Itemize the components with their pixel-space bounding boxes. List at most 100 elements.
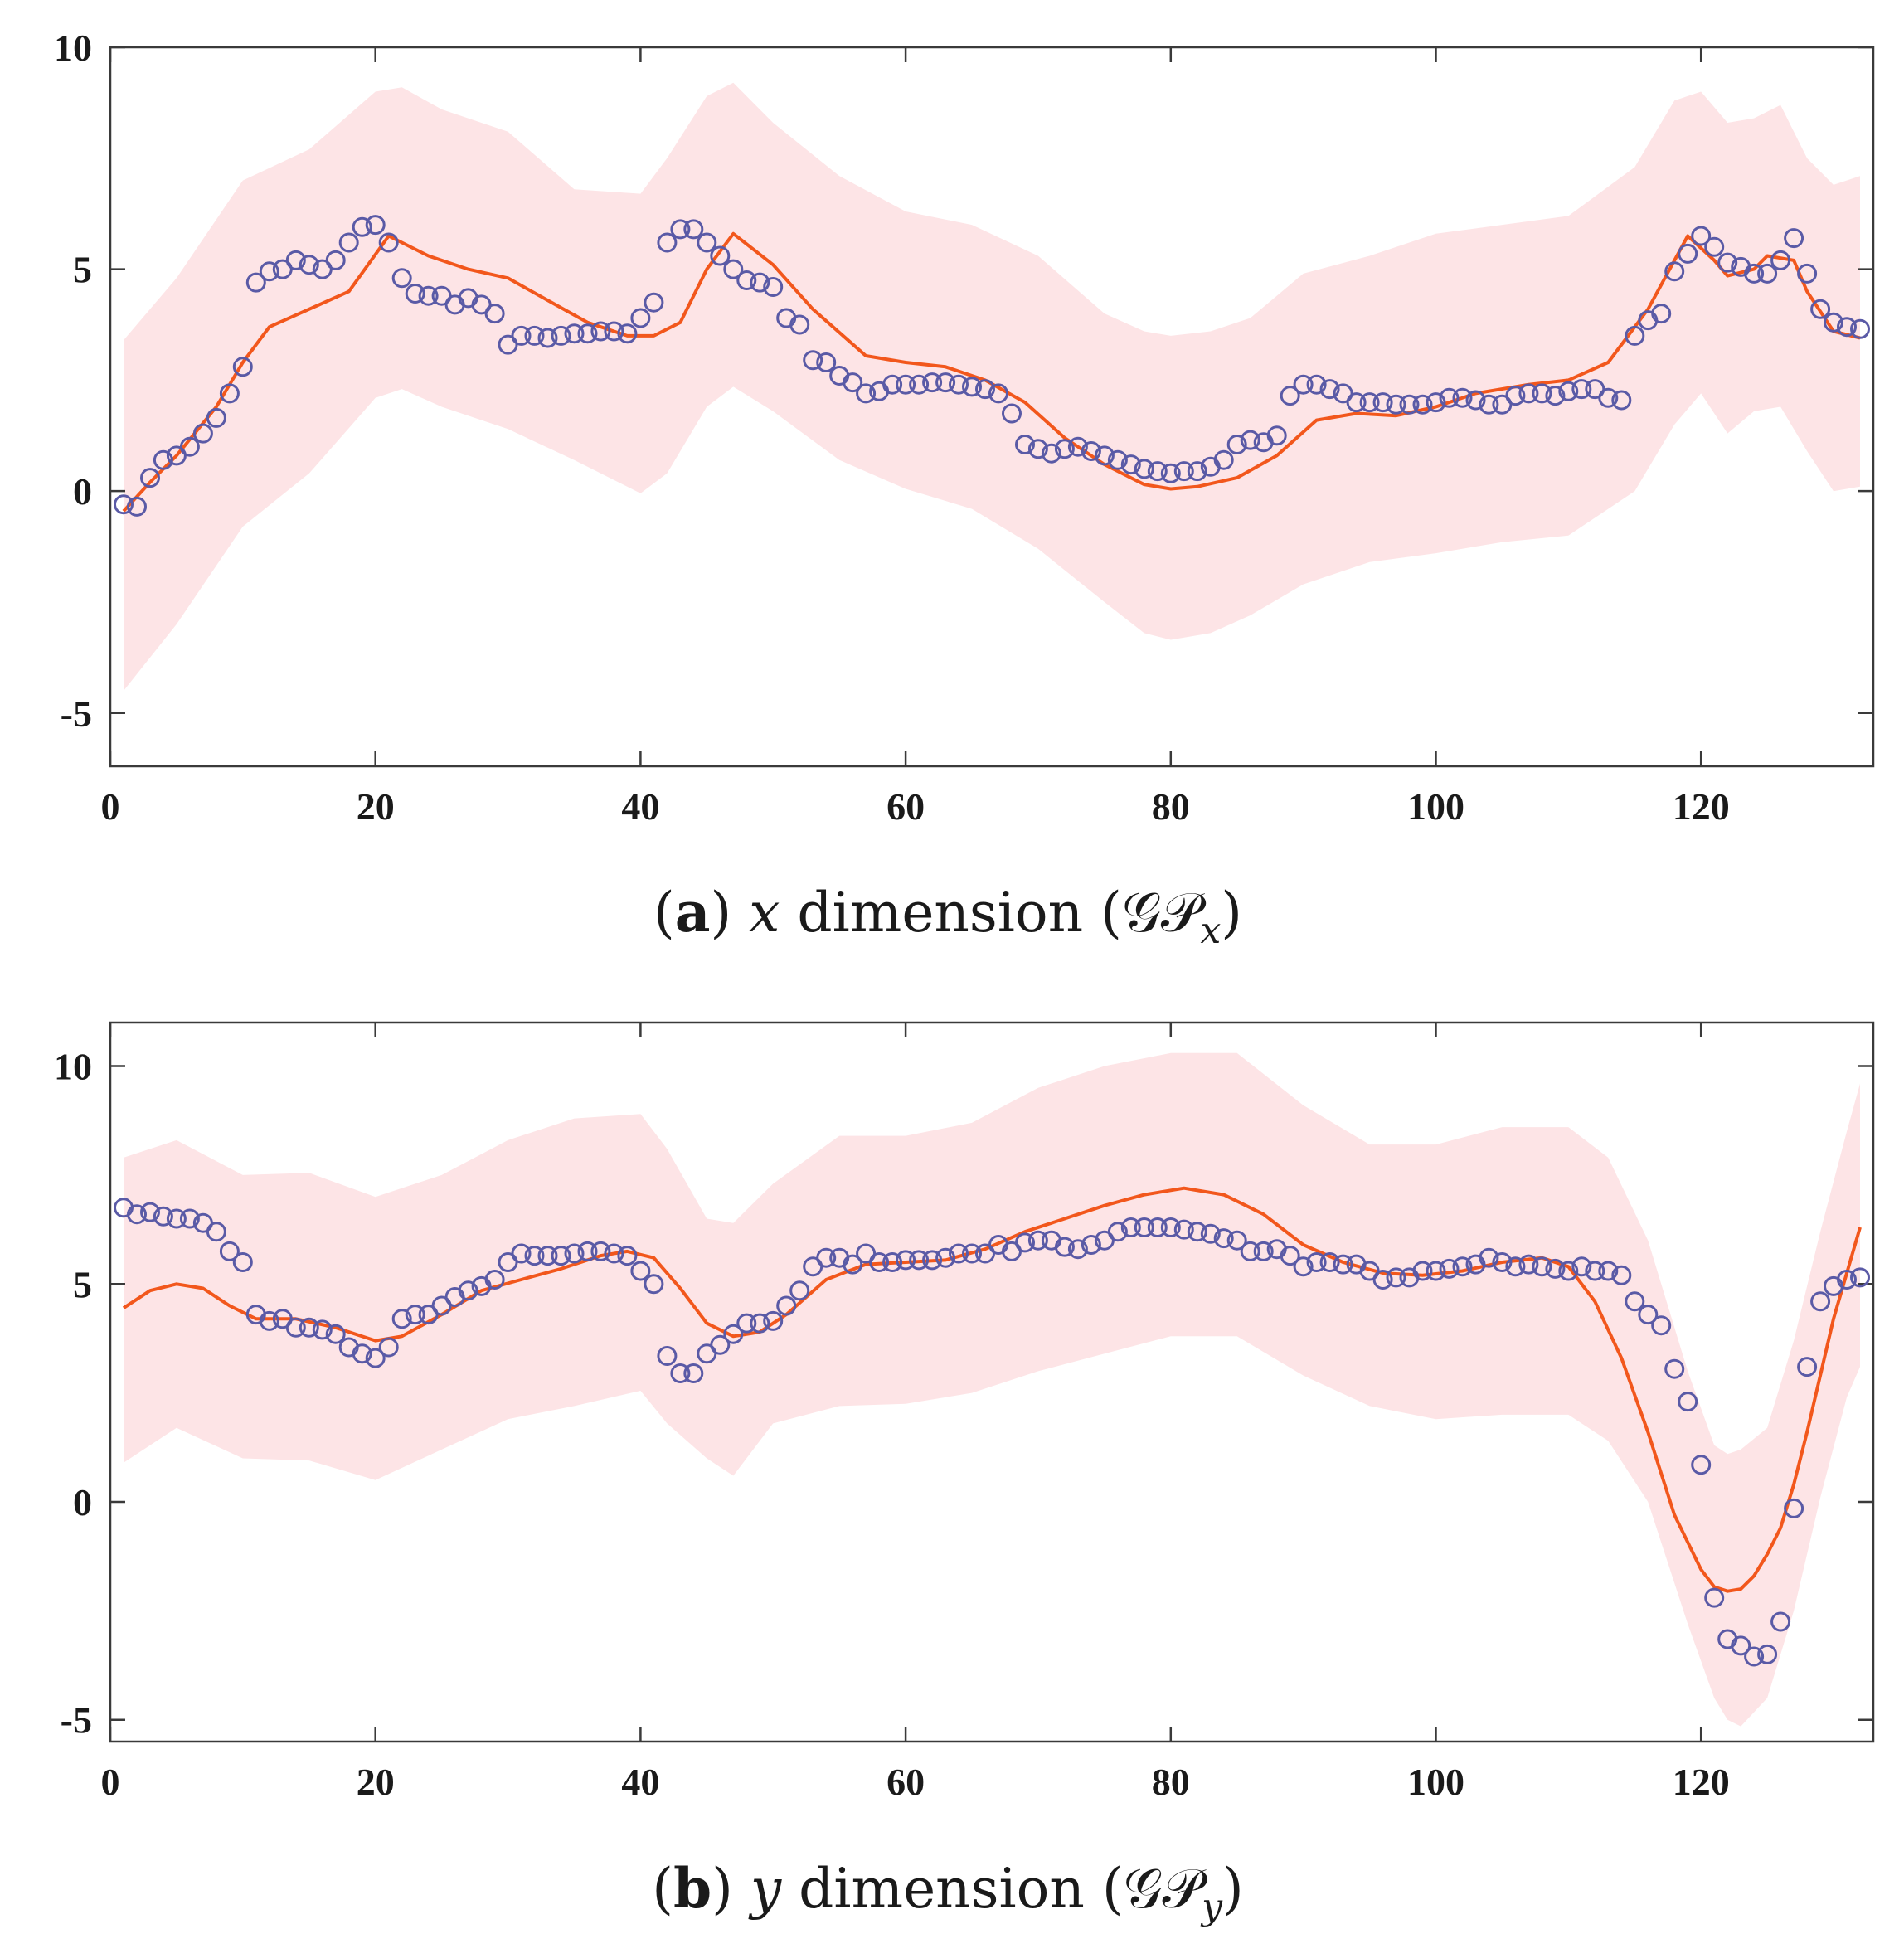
observation-point [1240,430,1260,450]
observation-point [219,383,240,404]
observation-point [299,255,319,275]
observation-point [750,1313,770,1334]
observation-point [166,1208,187,1229]
observation-point [405,1305,425,1325]
observation-point [484,304,505,324]
x-tick-label: 100 [1407,1761,1464,1803]
observation-point [1492,394,1513,415]
observation-point [949,1243,969,1264]
observation-point [564,323,585,344]
observation-point [365,215,386,236]
observation-point [511,1243,532,1264]
observation-point [1744,1646,1765,1667]
observation-point [179,436,200,457]
observation-point [1691,226,1712,246]
observation-point [1784,1498,1804,1518]
observation-point [1717,252,1738,273]
observation-point [723,259,744,279]
observation-point [856,383,877,404]
gp-mean-line [122,231,1861,513]
y-tick-label: 0 [73,1481,92,1523]
observation-point [153,1206,173,1227]
observation-point [551,325,571,346]
observation-point [1704,1587,1725,1608]
observation-point [391,268,412,289]
observation-point [1744,263,1765,284]
observation-point [935,372,956,393]
observation-point [325,250,346,270]
caption-variable: x [749,881,780,945]
observation-point [763,277,784,297]
observation-point [232,1252,253,1272]
confidence-band-layer [124,1052,1860,1727]
observation-point [922,372,943,393]
y-tick-label: 0 [73,470,92,513]
observation-point [670,1363,691,1383]
observation-point [1266,425,1287,446]
observation-point [537,328,558,348]
observation-point [1505,386,1526,406]
observation-point [192,423,213,444]
observation-point [816,352,837,372]
observation-point [206,407,226,428]
observation-point [1585,1261,1605,1281]
x-tick-label: 120 [1673,1761,1730,1803]
observation-point [590,1241,611,1261]
observation-point [1094,445,1115,466]
observation-point [1134,1217,1154,1237]
observation-point [1041,443,1061,464]
observation-point [1134,459,1154,479]
observation-point [1797,263,1818,284]
observation-point [1412,394,1433,415]
axes-frame [109,1021,1875,1743]
observation-point [644,292,664,313]
observation-point [789,1280,810,1301]
observation-point [1757,1644,1778,1664]
observation-point [1664,1358,1685,1379]
observation-point [524,1246,545,1266]
observation-point [1107,449,1128,470]
observation-point [1678,243,1698,264]
observation-point [285,250,306,270]
observation-point [285,1317,306,1338]
observation-point [1240,1241,1260,1261]
observation-point [1306,374,1327,395]
observation-point [882,374,903,395]
observation-point [1187,1222,1207,1242]
observation-point [1027,1230,1048,1251]
observation-point [1691,1455,1712,1475]
observation-point [325,1324,346,1344]
observation-point [1015,435,1035,454]
observation-point [1359,392,1380,413]
observation-point [816,1247,837,1268]
observation-point [789,314,810,335]
observation-point [697,232,717,253]
panel-b-caption: (b) y dimension (𝒢𝒫y) [652,1856,1244,1928]
observation-point [1386,1267,1406,1288]
observation-point [352,1343,372,1364]
y-tick-label: -5 [61,692,92,735]
observation-point [1810,1291,1831,1312]
observation-point [1054,1237,1075,1257]
x-tick-label: 120 [1673,785,1730,828]
observation-point [338,232,359,253]
observation-point [1280,386,1300,406]
observation-point [803,350,823,371]
caption-subscript: x [1200,910,1221,952]
y-tick-label: 10 [54,1046,92,1088]
observation-point [127,1204,147,1225]
confidence-band [124,1052,1860,1727]
observation-point [1213,1228,1234,1249]
caption-text: dimension [797,881,1083,945]
observation-point [1067,436,1088,457]
observation-point [1439,1258,1460,1279]
caption-variable: y [748,1857,782,1921]
observation-point [590,321,611,342]
observation-point [577,1241,598,1261]
observation-point [1333,383,1353,404]
observation-point [1160,1217,1181,1237]
observation-point [975,379,995,400]
observation-point [710,1334,731,1355]
x-tick-label: 80 [1152,1761,1190,1803]
observation-point [378,232,399,253]
